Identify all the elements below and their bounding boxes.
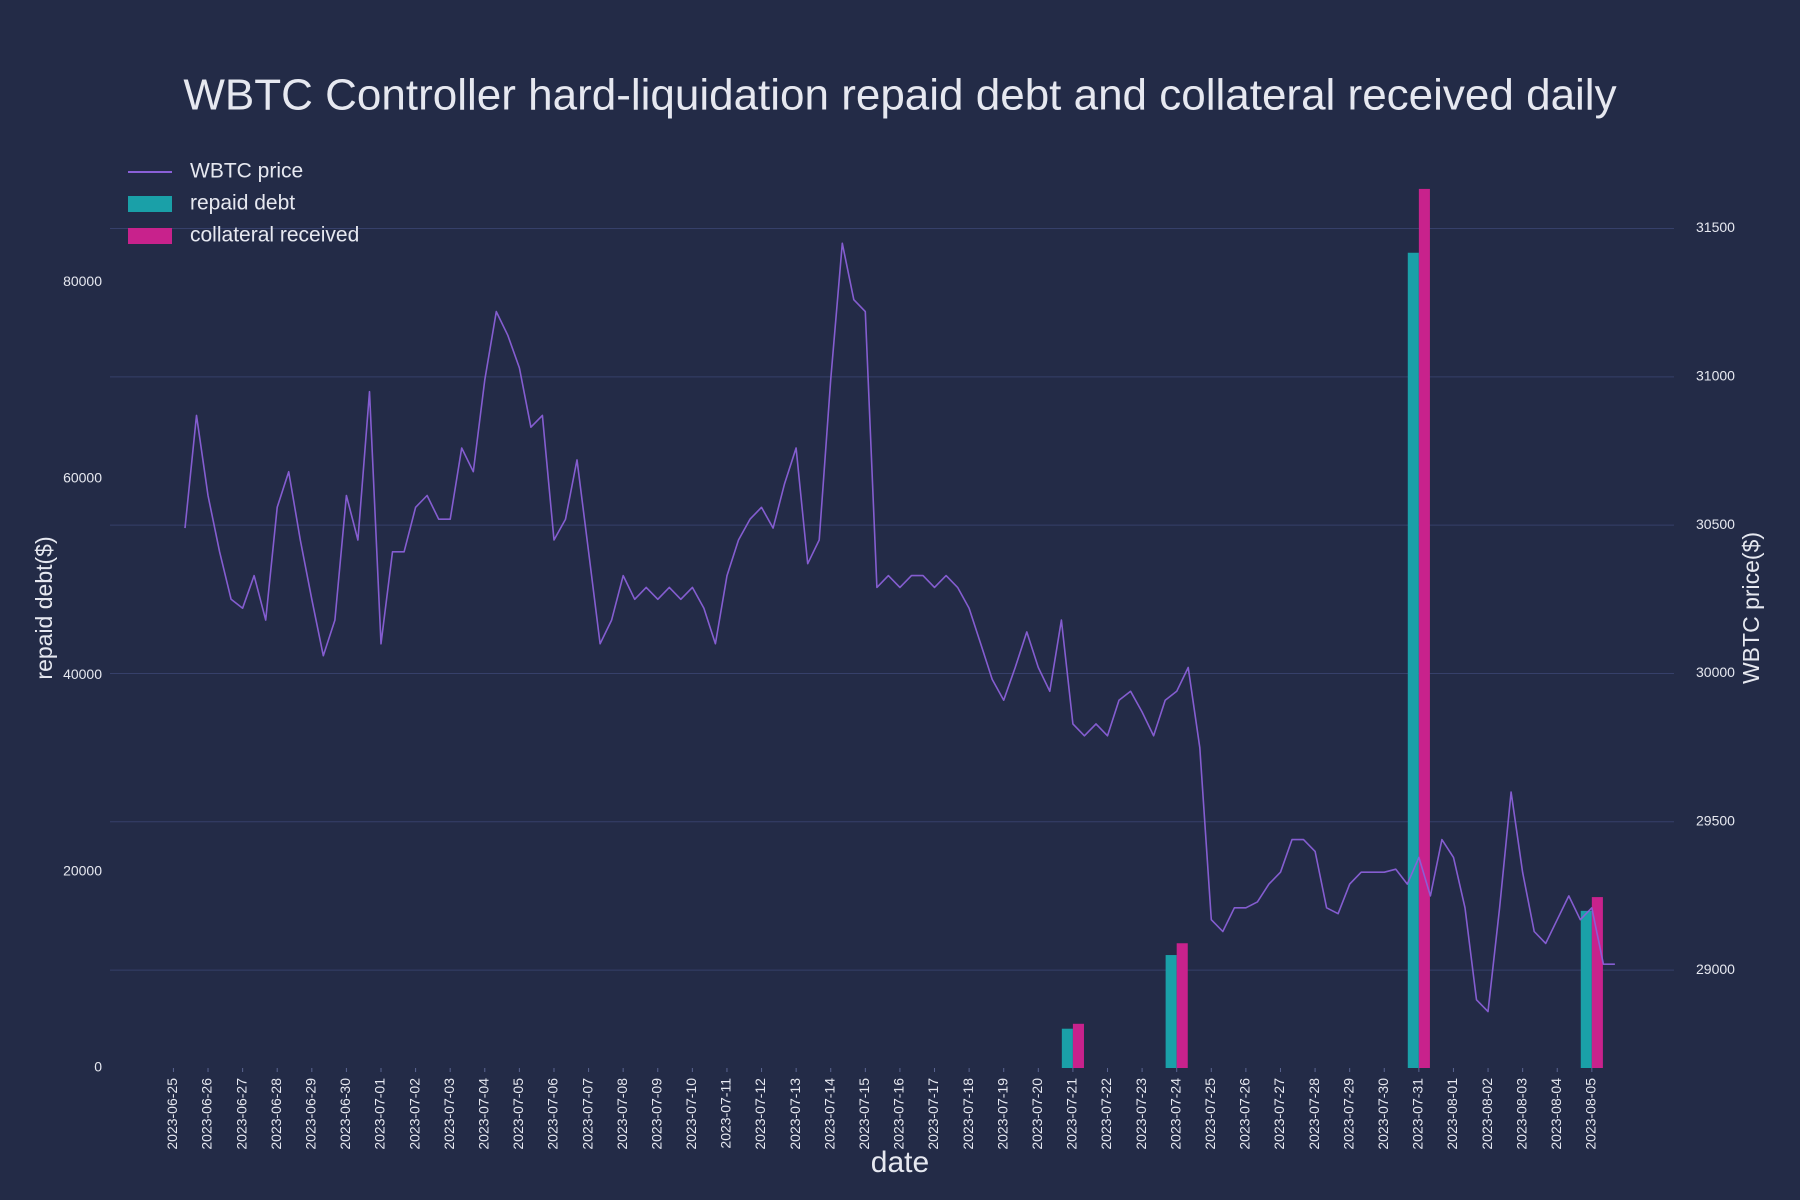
y-tick-label: 60000 (63, 469, 102, 485)
x-tick-label: 2023-07-19 (994, 1078, 1010, 1150)
x-tick-label: 2023-08-05 (1583, 1078, 1599, 1150)
bar (1407, 252, 1419, 1068)
x-tick-label: 2023-08-02 (1479, 1078, 1495, 1150)
bar (1591, 897, 1603, 1068)
legend-label: collateral received (190, 224, 359, 247)
bar (1418, 188, 1430, 1068)
x-tick-label: 2023-07-25 (1202, 1078, 1218, 1150)
x-tick-label: 2023-07-23 (1133, 1078, 1149, 1150)
y-tick-label: 20000 (63, 862, 102, 878)
x-tick-label: 2023-07-05 (510, 1078, 526, 1150)
x-tick-label: 2023-07-03 (441, 1078, 457, 1150)
x-tick-label: 2023-07-24 (1167, 1078, 1183, 1150)
chart-title: WBTC Controller hard-liquidation repaid … (183, 71, 1616, 120)
marks-layer (184, 188, 1615, 1068)
y-tick-label: 40000 (63, 666, 102, 682)
x-tick-label: 2023-07-02 (406, 1078, 422, 1150)
x-tick-label: 2023-07-15 (856, 1078, 872, 1150)
x-tick-label: 2023-07-06 (545, 1078, 561, 1150)
x-tick-label: 2023-07-01 (372, 1078, 388, 1150)
y2-tick-label: 30000 (1696, 664, 1735, 680)
y-axis-title: repaid debt($) (31, 536, 57, 679)
labels-layer: 0 20000 40000 60000 80000 29000 29500 30000 3050… (63, 160, 1735, 1150)
x-tick-label: 2023-07-07 (579, 1078, 595, 1150)
y2-tick-label: 30500 (1696, 516, 1735, 532)
x-tick-label: 2023-07-10 (683, 1078, 699, 1150)
x-tick-label: 2023-07-31 (1410, 1078, 1426, 1150)
x-tick-label: 2023-06-28 (268, 1078, 284, 1150)
x-tick-label: 2023-06-29 (303, 1078, 319, 1150)
price-line (184, 242, 1615, 1013)
x-tick-label: 2023-07-17 (925, 1078, 941, 1150)
x-tick-label: 2023-07-04 (475, 1078, 491, 1150)
x-tick-label: 2023-07-20 (1029, 1078, 1045, 1150)
bar (1165, 955, 1177, 1068)
bar (1176, 943, 1188, 1068)
x-tick-label: 2023-07-21 (1064, 1078, 1080, 1150)
x-tick-label: 2023-07-13 (787, 1078, 803, 1150)
x-tick-label: 2023-07-28 (1306, 1078, 1322, 1150)
bar (1072, 1023, 1084, 1068)
y2-tick-label: 29500 (1696, 812, 1735, 828)
legend-label: WBTC price (190, 160, 303, 183)
x-tick-label: 2023-07-29 (1340, 1078, 1356, 1150)
x-tick-label: 2023-07-30 (1375, 1078, 1391, 1150)
x-tick-label: 2023-07-14 (821, 1078, 837, 1150)
x-tick-label: 2023-07-26 (1237, 1078, 1253, 1150)
x-tick-label: 2023-06-27 (233, 1078, 249, 1150)
y2-tick-label: 31000 (1696, 368, 1735, 384)
grid-layer (110, 227, 1674, 1072)
y2-tick-label: 31500 (1696, 219, 1735, 235)
y-tick-label: 0 (94, 1059, 102, 1075)
x-tick-label: 2023-07-11 (718, 1078, 734, 1149)
y-tick-label: 80000 (63, 273, 102, 289)
y2-axis-title: WBTC price($) (1738, 532, 1764, 684)
x-tick-label: 2023-07-18 (960, 1078, 976, 1150)
legend-swatch (128, 196, 172, 212)
x-tick-label: 2023-07-16 (891, 1078, 907, 1150)
x-tick-label: 2023-07-12 (752, 1078, 768, 1150)
y2-tick-label: 29000 (1696, 961, 1735, 977)
x-tick-label: 2023-07-09 (648, 1078, 664, 1150)
x-tick-label: 2023-06-26 (199, 1078, 215, 1150)
x-tick-label: 2023-07-08 (614, 1078, 630, 1150)
x-tick-label: 2023-08-03 (1513, 1078, 1529, 1150)
x-tick-label: 2023-06-30 (337, 1078, 353, 1150)
x-tick-label: 2023-06-25 (164, 1078, 180, 1150)
x-tick-label: 2023-08-01 (1444, 1078, 1460, 1150)
x-axis-title: date (871, 1146, 929, 1179)
x-tick-label: 2023-08-04 (1548, 1078, 1564, 1150)
x-tick-label: 2023-07-27 (1271, 1078, 1287, 1150)
bar (1580, 910, 1592, 1068)
legend-swatch (128, 228, 172, 244)
bar (1061, 1028, 1073, 1068)
x-tick-label: 2023-07-22 (1098, 1078, 1114, 1150)
legend-label: repaid debt (190, 192, 295, 215)
